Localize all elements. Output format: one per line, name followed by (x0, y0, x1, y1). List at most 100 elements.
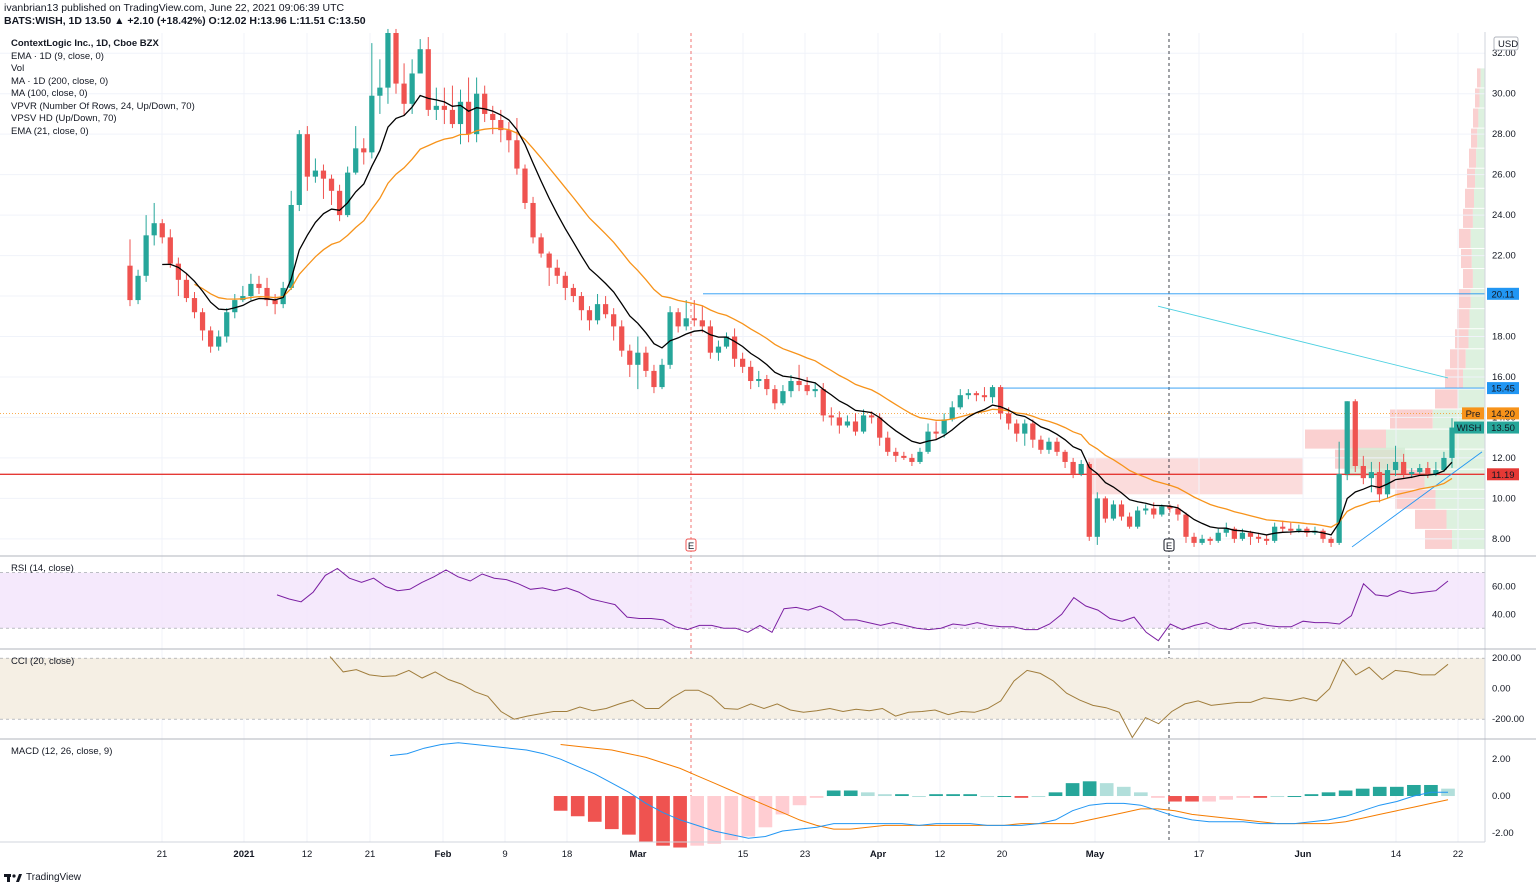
candle-body[interactable] (320, 170, 327, 179)
candle-body[interactable] (1159, 506, 1165, 515)
candle-body[interactable] (570, 287, 576, 297)
candle-body[interactable] (465, 101, 472, 135)
candle-body[interactable] (1401, 461, 1407, 475)
candle-body[interactable] (1046, 441, 1052, 450)
candle-body[interactable] (1062, 451, 1068, 462)
candle-body[interactable] (675, 312, 681, 327)
candle-body[interactable] (530, 202, 536, 238)
candle-body[interactable] (433, 105, 439, 110)
candle-body[interactable] (635, 352, 641, 365)
candle-body[interactable] (1215, 532, 1221, 541)
candle-body[interactable] (191, 298, 198, 313)
legend-ema21[interactable]: EMA (21, close, 0) (11, 125, 89, 137)
symbol-tag[interactable] (1454, 421, 1484, 434)
candle-body[interactable] (917, 451, 923, 462)
candle-body[interactable] (748, 366, 754, 382)
candle-body[interactable] (272, 300, 278, 305)
candle-body[interactable] (127, 265, 133, 301)
candle-body[interactable] (1183, 514, 1189, 537)
candle-body[interactable] (594, 304, 601, 321)
candle-body[interactable] (788, 381, 794, 392)
candle-body[interactable] (159, 223, 165, 238)
candle-body[interactable] (820, 389, 826, 416)
candle-body[interactable] (441, 105, 447, 110)
candle-body[interactable] (1030, 423, 1036, 440)
candle-body[interactable] (1094, 498, 1100, 537)
candle-body[interactable] (909, 457, 915, 462)
candle-body[interactable] (619, 326, 625, 351)
candle-body[interactable] (740, 358, 746, 367)
candle-body[interactable] (1352, 401, 1358, 466)
price-tag-resistance[interactable] (1487, 382, 1519, 395)
candle-body[interactable] (336, 190, 343, 216)
rsi-line[interactable] (276, 567, 1449, 642)
candle-body[interactable] (353, 148, 359, 173)
candle-body[interactable] (1368, 472, 1375, 479)
candle-body[interactable] (1296, 528, 1302, 531)
candle-body[interactable] (490, 113, 496, 121)
trend-line[interactable] (1157, 305, 1449, 379)
candle-body[interactable] (1038, 439, 1044, 450)
candle-body[interactable] (1022, 423, 1028, 434)
candle-body[interactable] (183, 279, 190, 299)
candle-body[interactable] (514, 140, 520, 169)
candle-body[interactable] (764, 378, 770, 390)
candle-body[interactable] (844, 421, 851, 426)
candle-body[interactable] (1280, 526, 1286, 529)
candle-body[interactable] (651, 370, 657, 388)
candle-body[interactable] (328, 178, 335, 191)
candle-body[interactable] (1014, 423, 1020, 434)
candle-body[interactable] (772, 389, 778, 404)
candle-body[interactable] (1199, 538, 1205, 543)
legend-ma200[interactable]: MA · 1D (200, close, 0) (11, 75, 109, 87)
candle-body[interactable] (578, 296, 585, 311)
candle-body[interactable] (1191, 536, 1197, 543)
candle-body[interactable] (1263, 538, 1270, 541)
candle-body[interactable] (957, 395, 963, 408)
candle-body[interactable] (522, 168, 528, 203)
candle-body[interactable] (691, 318, 697, 321)
candle-body[interactable] (143, 235, 149, 276)
candle-body[interactable] (804, 385, 810, 392)
premarket-price-tag[interactable] (1487, 407, 1519, 420)
candle-body[interactable] (1006, 413, 1012, 424)
candle-body[interactable] (1417, 468, 1423, 473)
candle-body[interactable] (965, 393, 971, 396)
candle-body[interactable] (667, 312, 673, 365)
candle-body[interactable] (989, 387, 996, 398)
candle-body[interactable] (345, 172, 351, 216)
earnings-marker[interactable] (685, 538, 697, 552)
candle-body[interactable] (885, 437, 891, 452)
candle-body[interactable] (1449, 427, 1455, 458)
candle-body[interactable] (836, 417, 842, 426)
candle-body[interactable] (312, 170, 319, 177)
legend-vpsv[interactable]: VPSV HD (Up/Down, 70) (11, 113, 117, 124)
candle-body[interactable] (175, 263, 181, 280)
candle-body[interactable] (1384, 470, 1391, 495)
candle-body[interactable] (1441, 457, 1447, 471)
candle-body[interactable] (1143, 508, 1149, 511)
candle-body[interactable] (780, 391, 786, 404)
candle-body[interactable] (586, 310, 593, 321)
candle-body[interactable] (731, 336, 738, 359)
candle-body[interactable] (1336, 474, 1342, 543)
candle-body[interactable] (546, 253, 552, 268)
candle-body[interactable] (933, 431, 939, 434)
legend-ema9[interactable]: EMA · 1D (9, close, 0) (11, 50, 104, 62)
candle-body[interactable] (1288, 528, 1294, 531)
candle-body[interactable] (1433, 470, 1439, 475)
macd-label[interactable]: MACD (12, 26, close, 9) (11, 746, 113, 757)
candle-body[interactable] (852, 421, 859, 432)
candle-body[interactable] (1078, 463, 1084, 475)
candle-body[interactable] (288, 204, 294, 288)
candle-body[interactable] (1126, 516, 1133, 527)
candle-body[interactable] (1392, 461, 1399, 471)
candle-body[interactable] (1110, 504, 1117, 519)
candle-body[interactable] (1320, 530, 1326, 539)
candle-body[interactable] (151, 223, 157, 236)
price-tag-support[interactable] (1487, 468, 1519, 481)
candle-body[interactable] (828, 415, 834, 418)
candle-body[interactable] (207, 330, 214, 347)
candle-body[interactable] (1151, 508, 1157, 515)
candle-body[interactable] (1239, 532, 1246, 539)
